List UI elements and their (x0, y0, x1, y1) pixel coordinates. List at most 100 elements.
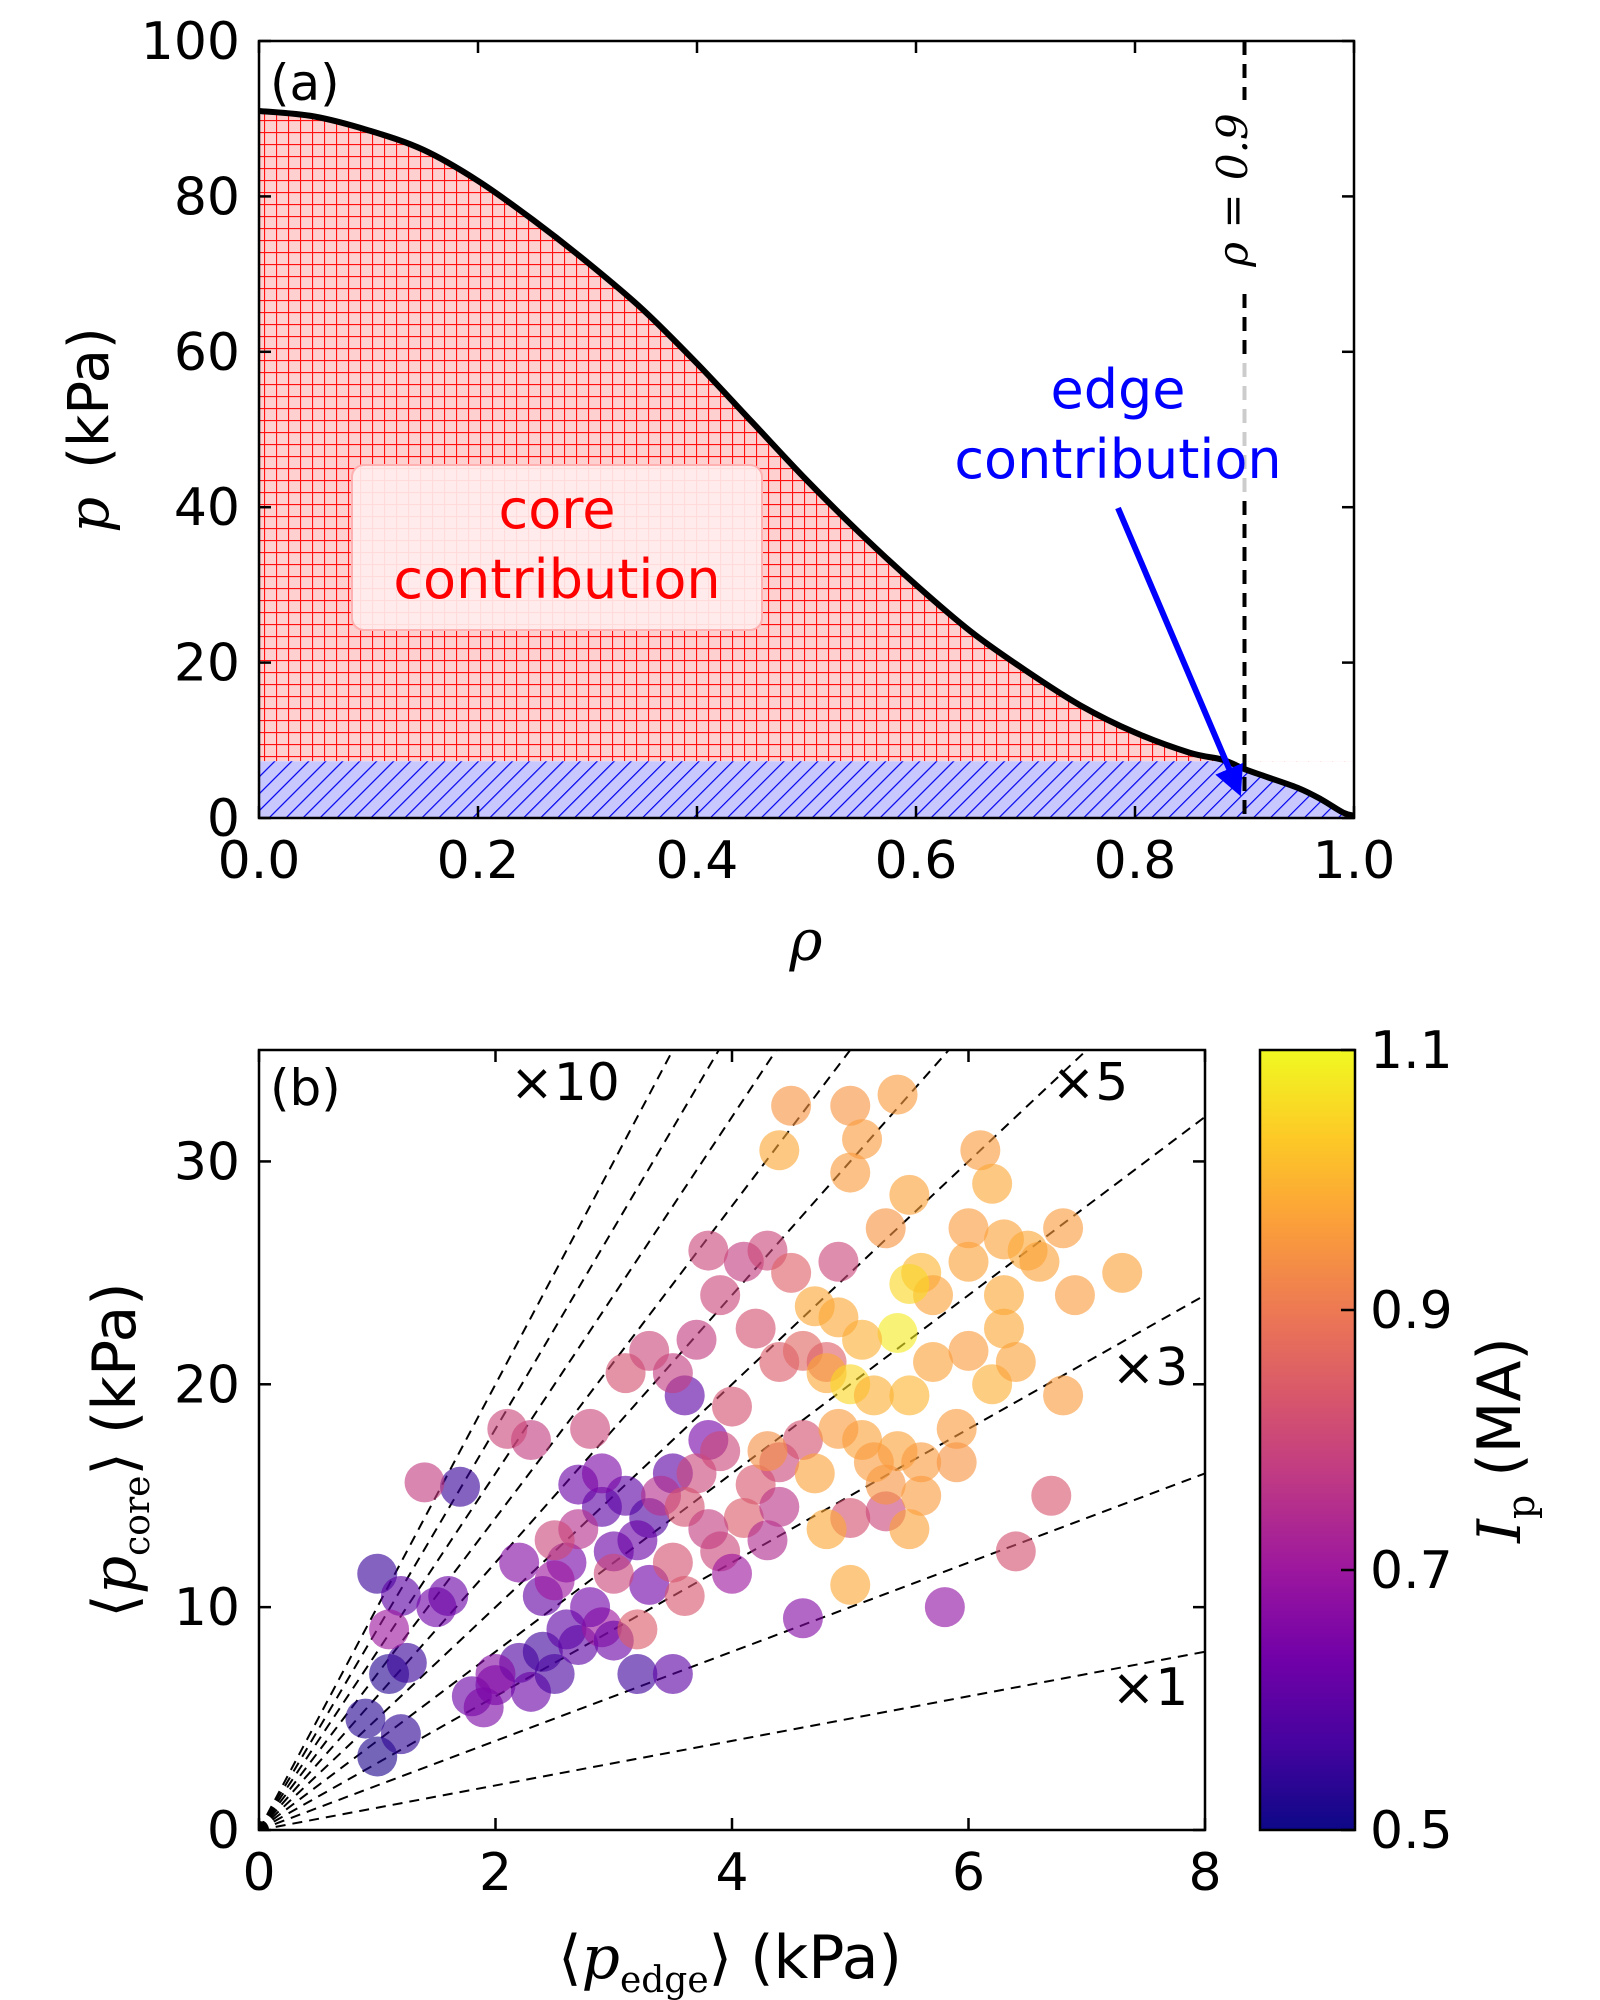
scatter-point (759, 1130, 800, 1171)
scatter-point (404, 1462, 445, 1503)
colorbar (1258, 1048, 1357, 1832)
scatter-point (818, 1408, 859, 1449)
scatter-points (259, 1074, 1143, 1830)
slope-line-x5 (259, 1050, 1088, 1830)
panel-a-ylabel-unit: (kPa) (57, 327, 122, 469)
scatter-point (534, 1654, 575, 1694)
edge-label-line2: contribution (954, 428, 1281, 491)
scatter-point (593, 1553, 634, 1594)
scatter-point (475, 1654, 516, 1694)
scatter-point (735, 1308, 776, 1349)
pressure-profile-line (259, 107, 1354, 818)
scatter-point (712, 1386, 752, 1427)
slope-label-x10: ×10 (510, 1053, 620, 1113)
panel-b-xtick-label: 2 (479, 1843, 512, 1903)
scatter-point (380, 1714, 421, 1755)
scatter-point (581, 1453, 622, 1494)
panel-a-ytick-label: 60 (174, 323, 240, 383)
origin-point (259, 1821, 268, 1830)
scatter-point (617, 1520, 658, 1561)
slope-line-x1 (259, 1650, 1205, 1830)
scatter-point (842, 1119, 883, 1160)
scatter-point (1019, 1241, 1060, 1282)
panel-b-xlabel-unit: (kPa) (750, 1923, 902, 1993)
core-label-line1: core (499, 478, 616, 541)
scatter-point (853, 1375, 894, 1416)
rho-0.9-label: ρ = 0.9 (1208, 113, 1257, 267)
panel-b-ytick-label: 20 (174, 1355, 240, 1415)
svg-text:p (kPa): p (kPa) (57, 327, 122, 533)
scatter-point (771, 1085, 812, 1126)
panel-b-xtick-label: 0 (242, 1843, 275, 1903)
scatter-point (901, 1475, 942, 1516)
scatter-point (936, 1408, 977, 1449)
scatter-point (380, 1576, 421, 1616)
scatter-point (440, 1466, 481, 1507)
scatter-point (948, 1241, 989, 1282)
scatter-point (901, 1442, 942, 1483)
scatter-point (995, 1531, 1036, 1572)
scatter-point (806, 1509, 847, 1550)
scatter-point (995, 1342, 1036, 1382)
panel-b-ylabel: ⟨pcore⟩(kPa) (80, 1282, 158, 1617)
core-label-line2: contribution (393, 548, 720, 611)
scatter-point (747, 1520, 788, 1561)
colorbar-label-unit: (MA) (1465, 1337, 1535, 1477)
panel-b-ytick-label: 10 (174, 1578, 240, 1638)
scatter-point (487, 1408, 528, 1449)
slope-line-x10 (259, 1050, 674, 1830)
panel-a-frame (257, 39, 1356, 820)
panel-b-xtick-label: 6 (952, 1843, 985, 1903)
scatter-point (782, 1420, 823, 1460)
scatter-point (853, 1442, 894, 1483)
scatter-point (617, 1609, 658, 1650)
scatter-point (983, 1308, 1024, 1349)
colorbar-label-sub: p (1499, 1495, 1543, 1519)
svg-text:Ip(MA): Ip (MA) (1465, 1337, 1543, 1544)
scatter-point (889, 1174, 930, 1215)
colorbar-tick-label: 0.9 (1370, 1281, 1453, 1341)
panel-a-ytick-label: 100 (141, 12, 240, 72)
scatter-point (889, 1375, 930, 1416)
scatter-point (534, 1520, 575, 1561)
panel-a-xtick-label: 0.6 (875, 831, 958, 891)
panel-a-xtick-label: 0.4 (656, 831, 739, 891)
scatter-point (676, 1453, 717, 1494)
scatter-point (877, 1074, 918, 1115)
scatter-point (688, 1509, 729, 1550)
slope-label-x1: ×1 (1112, 1658, 1189, 1718)
panel-a-ytick-label: 20 (174, 634, 240, 694)
scatter-point (1043, 1375, 1084, 1416)
edge-label-box (918, 357, 1318, 497)
scatter-point (712, 1553, 752, 1594)
scatter-point (747, 1431, 788, 1472)
panel-a-label: (a) (270, 54, 340, 112)
panel-b-ytick-label: 0 (207, 1801, 240, 1861)
scatter-point (664, 1576, 705, 1616)
scatter-point (534, 1560, 575, 1601)
panel-a-xlabel: ρ (789, 909, 823, 974)
colorbar-tick-label: 0.5 (1370, 1801, 1453, 1861)
scatter-point (617, 1654, 658, 1694)
panel-b-ytick-label: 30 (174, 1132, 240, 1192)
scatter-point (889, 1509, 930, 1550)
scatter-point (865, 1208, 906, 1249)
slope-line-x9 (259, 1050, 720, 1830)
scatter-point (1031, 1475, 1072, 1516)
panel-a-ylabel-symbol: p (57, 497, 122, 533)
scatter-point (386, 1642, 427, 1683)
panel-a-axes: 0.0 0.2 0.4 0.6 0.8 1.0 0 20 40 60 80 100 (141, 12, 1396, 891)
panel-b-xtick-label: 4 (715, 1843, 748, 1903)
panel-b-xlabel-sub: edge (620, 1960, 709, 2000)
scatter-point (877, 1313, 918, 1354)
panel-a-xtick-label: 0.2 (437, 831, 520, 891)
scatter-point (782, 1598, 823, 1639)
colorbar-tick-label: 0.7 (1370, 1541, 1453, 1601)
colorbar-ticks: 0.5 0.7 0.9 1.1 (1341, 1021, 1453, 1861)
panel-b-xlabel: ⟨pedge⟩ (kPa) (558, 1923, 902, 2000)
panel-a-ytick-label: 80 (174, 167, 240, 227)
panel-b-label: (b) (270, 1059, 341, 1117)
